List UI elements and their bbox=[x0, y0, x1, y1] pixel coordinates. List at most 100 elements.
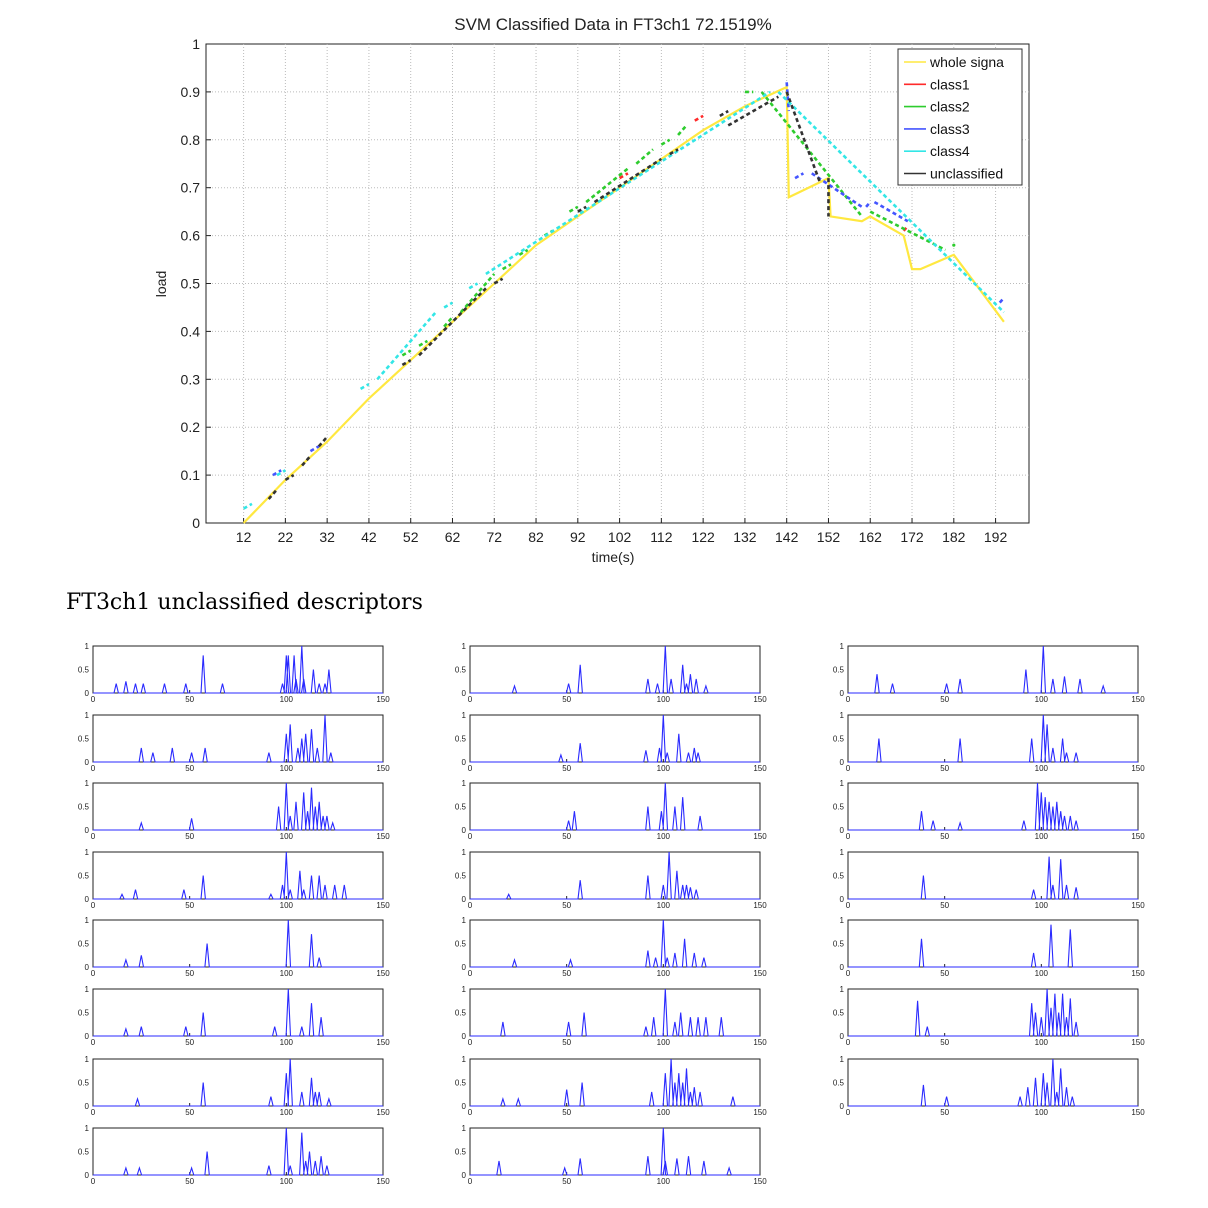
descriptor-y-tick: 0.5 bbox=[455, 872, 467, 881]
main-chart: SVM Classified Data in FT3ch1 72.1519% 0… bbox=[153, 15, 1030, 565]
x-tick-label: 12 bbox=[236, 529, 252, 545]
descriptor-y-tick: 0 bbox=[462, 963, 467, 972]
descriptor-x-tick: 0 bbox=[846, 1108, 851, 1117]
descriptor-plot: 0 0.5 1 0 50 100 150 bbox=[455, 642, 767, 704]
x-tick-label: 152 bbox=[817, 529, 841, 545]
descriptor-x-tick: 150 bbox=[376, 1108, 390, 1117]
descriptor-y-tick: 1 bbox=[85, 779, 90, 788]
descriptor-plot-frame bbox=[92, 1058, 384, 1107]
descriptor-x-tick: 150 bbox=[376, 832, 390, 841]
descriptor-y-tick: 1 bbox=[840, 642, 845, 651]
series-segment-unclassified bbox=[669, 148, 679, 156]
descriptor-x-tick: 150 bbox=[753, 764, 767, 773]
descriptor-plot-frame bbox=[469, 1058, 761, 1107]
descriptor-x-tick: 50 bbox=[185, 969, 194, 978]
descriptor-y-tick: 1 bbox=[462, 916, 467, 925]
descriptor-y-tick: 0 bbox=[85, 895, 90, 904]
descriptor-signal-line bbox=[848, 856, 1138, 900]
descriptor-y-tick: 0 bbox=[840, 758, 845, 767]
x-tick-label: 72 bbox=[486, 529, 502, 545]
descriptor-x-tick: 100 bbox=[280, 901, 294, 910]
y-tick-label: 0.7 bbox=[181, 180, 201, 196]
x-tick-label: 32 bbox=[319, 529, 335, 545]
descriptor-x-tick: 100 bbox=[1035, 832, 1049, 841]
series-segment-class3 bbox=[309, 445, 320, 453]
series-segment-class2 bbox=[677, 124, 688, 136]
descriptor-x-tick: 100 bbox=[1035, 695, 1049, 704]
descriptor-plot: 0 0.5 1 0 50 100 150 bbox=[833, 848, 1145, 910]
legend-entry-label: unclassified bbox=[930, 166, 1003, 182]
x-tick-label: 22 bbox=[278, 529, 294, 545]
descriptor-signal-line bbox=[848, 1058, 1138, 1107]
descriptor-x-tick: 0 bbox=[91, 1108, 96, 1117]
series-segment-class3 bbox=[272, 469, 282, 477]
descriptor-x-tick: 50 bbox=[562, 969, 571, 978]
descriptor-x-tick: 50 bbox=[940, 832, 949, 841]
series-segment-class2 bbox=[401, 349, 412, 357]
descriptor-x-tick: 0 bbox=[846, 1038, 851, 1047]
descriptor-signal-line bbox=[470, 782, 760, 831]
descriptor-signal-line bbox=[470, 714, 760, 763]
descriptor-x-tick: 50 bbox=[562, 832, 571, 841]
descriptor-x-tick: 50 bbox=[185, 1177, 194, 1186]
descriptor-x-tick: 0 bbox=[468, 901, 473, 910]
descriptor-x-tick: 50 bbox=[562, 1038, 571, 1047]
descriptor-plot: 0 0.5 1 0 50 100 150 bbox=[455, 848, 767, 910]
descriptor-plot-frame bbox=[847, 988, 1139, 1037]
series-segment-class2 bbox=[635, 148, 654, 165]
y-axis-label: load bbox=[153, 271, 169, 297]
descriptor-signal-line bbox=[470, 1058, 760, 1107]
descriptor-plot-frame bbox=[847, 851, 1139, 900]
descriptor-x-tick: 50 bbox=[940, 1038, 949, 1047]
descriptor-signal-line bbox=[848, 782, 1138, 831]
descriptor-x-tick: 50 bbox=[185, 1108, 194, 1117]
descriptor-x-tick: 50 bbox=[185, 764, 194, 773]
descriptor-y-tick: 1 bbox=[840, 1055, 845, 1064]
descriptor-x-tick: 150 bbox=[376, 695, 390, 704]
descriptor-y-tick: 1 bbox=[85, 642, 90, 651]
descriptor-x-tick: 100 bbox=[1035, 764, 1049, 773]
x-tick-label: 172 bbox=[900, 529, 924, 545]
descriptor-x-tick: 150 bbox=[753, 1038, 767, 1047]
descriptor-plot: 0 0.5 1 0 50 100 150 bbox=[78, 848, 390, 910]
descriptor-x-tick: 150 bbox=[1131, 832, 1145, 841]
descriptor-x-tick: 150 bbox=[376, 969, 390, 978]
descriptor-plot-frame bbox=[92, 851, 384, 900]
descriptor-plot-frame bbox=[92, 645, 384, 694]
series-segment-unclassified bbox=[267, 488, 279, 500]
descriptor-y-tick: 0 bbox=[85, 1171, 90, 1180]
descriptor-plot: 0 0.5 1 0 50 100 150 bbox=[833, 779, 1145, 841]
series-segment-class3 bbox=[785, 82, 791, 112]
legend-entry-label: class1 bbox=[930, 76, 970, 92]
descriptor-y-tick: 0 bbox=[462, 895, 467, 904]
series-segment-class2 bbox=[568, 205, 579, 213]
series-segment-unclassified bbox=[301, 455, 312, 467]
descriptor-x-tick: 0 bbox=[91, 832, 96, 841]
x-tick-label: 112 bbox=[650, 529, 673, 545]
x-tick-label: 42 bbox=[361, 529, 377, 545]
descriptor-y-tick: 1 bbox=[840, 848, 845, 857]
descriptor-y-tick: 0.5 bbox=[833, 666, 845, 675]
descriptor-x-tick: 150 bbox=[1131, 969, 1145, 978]
series-segment-class2 bbox=[443, 316, 454, 328]
x-tick-label: 122 bbox=[691, 529, 715, 545]
descriptor-y-tick: 0 bbox=[462, 826, 467, 835]
descriptor-x-tick: 100 bbox=[280, 969, 294, 978]
series-segment-class2 bbox=[501, 263, 512, 271]
y-tick-label: 0.8 bbox=[181, 132, 201, 148]
descriptor-plot: 0 0.5 1 0 50 100 150 bbox=[78, 985, 390, 1047]
descriptor-y-tick: 0.5 bbox=[833, 1079, 845, 1088]
descriptor-y-tick: 1 bbox=[85, 985, 90, 994]
descriptor-x-tick: 150 bbox=[753, 832, 767, 841]
y-tick-label: 0.3 bbox=[181, 371, 201, 387]
chart-title: SVM Classified Data in FT3ch1 72.1519% bbox=[454, 15, 772, 34]
descriptor-y-tick: 1 bbox=[840, 779, 845, 788]
descriptor-plot-frame bbox=[469, 645, 761, 694]
descriptor-plot-frame bbox=[847, 782, 1139, 831]
series-segment-unclassified bbox=[719, 109, 729, 117]
descriptor-plot-frame bbox=[847, 919, 1139, 968]
descriptor-x-tick: 100 bbox=[280, 1038, 294, 1047]
descriptor-x-tick: 100 bbox=[657, 1038, 671, 1047]
descriptor-plot: 0 0.5 1 0 50 100 150 bbox=[78, 1055, 390, 1117]
